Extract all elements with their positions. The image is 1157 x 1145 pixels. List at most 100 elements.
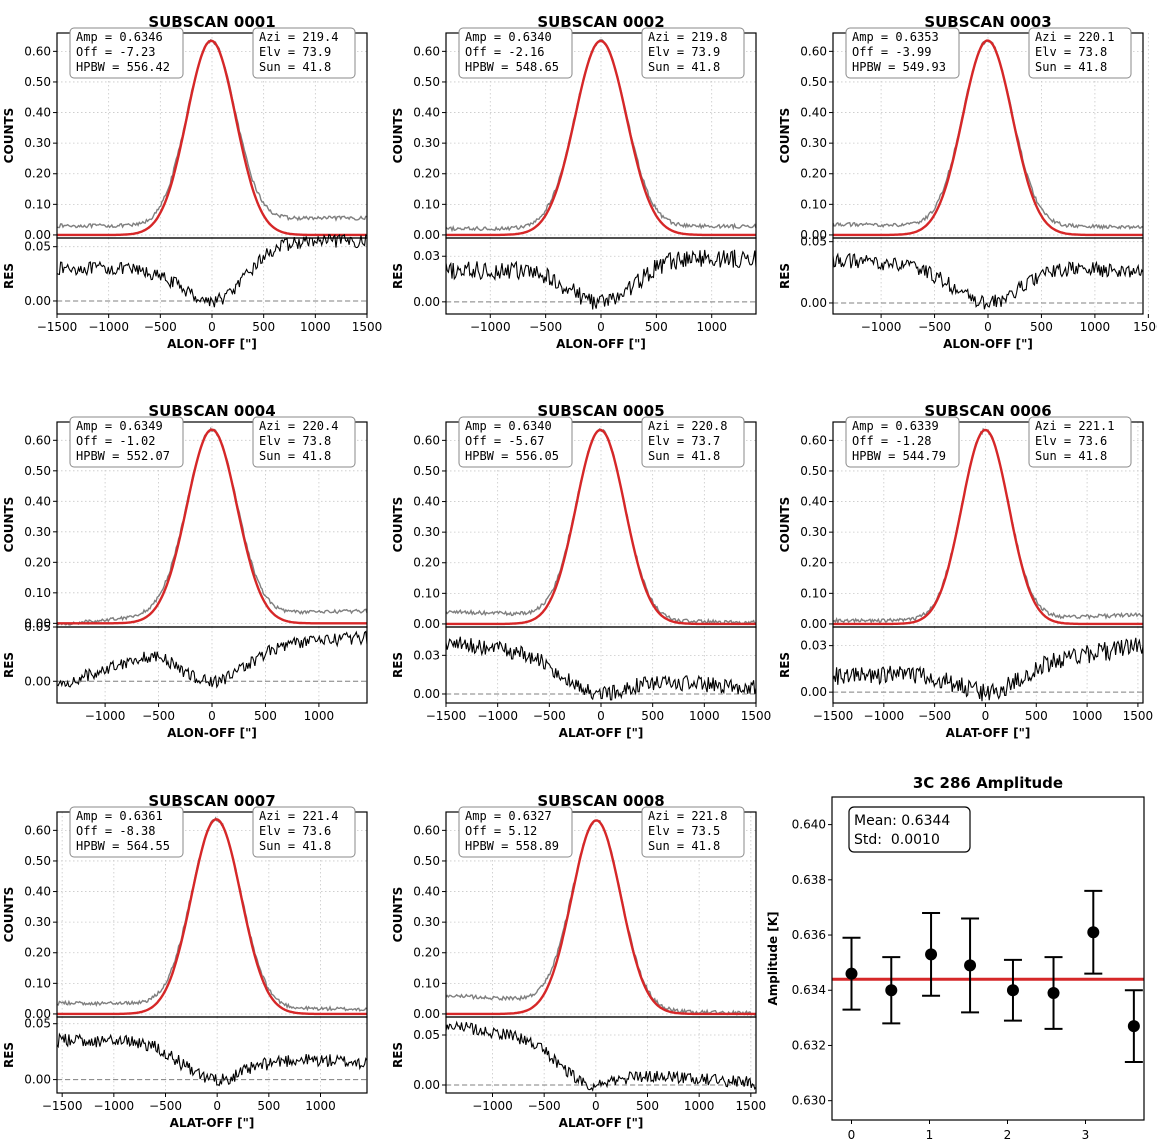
residual-axes-frame — [832, 626, 1144, 704]
fit-hpbw-text: HPBW = 544.79 — [852, 449, 946, 463]
y-tick-label: 0.00 — [413, 687, 440, 701]
fit-amp-text: Amp = 0.6339 — [852, 419, 939, 433]
fit-amp-text: Amp = 0.6340 — [465, 30, 552, 44]
residual-y-axis-label: RES — [391, 652, 405, 678]
sun-distance-text: Sun = 41.8 — [648, 839, 720, 853]
residual-line — [832, 637, 1144, 702]
x-tick-label: 0 — [208, 320, 216, 334]
panel-title: SUBSCAN 0006 — [924, 402, 1051, 420]
y-tick-label: 0.30 — [24, 136, 51, 150]
fit-parameters-box — [458, 27, 573, 79]
y-tick-label: 0.00 — [800, 617, 827, 631]
gaussian-fit-line — [446, 819, 756, 1016]
amplitude-point — [964, 959, 977, 972]
residual-y-axis-label: RES — [778, 652, 792, 678]
subscan-panel: SUBSCAN 0001 0.00 0.10 0.20 0.30 0.40 0.50 0.60… — [2, 13, 382, 351]
y-axis-label: Amplitude [K] — [766, 911, 780, 1005]
elevation-text: Elv = 73.6 — [1035, 434, 1107, 448]
residual-line — [445, 1020, 757, 1092]
y-tick-label: 0.636 — [792, 928, 826, 942]
y-tick-label: 0.50 — [800, 75, 827, 89]
pointing-info-box — [641, 416, 745, 468]
y-tick-label: 0.60 — [800, 433, 827, 447]
elevation-text: Elv = 73.6 — [259, 824, 331, 838]
fit-amp-text: Amp = 0.6340 — [465, 419, 552, 433]
elevation-text: Elv = 73.7 — [648, 434, 720, 448]
y-tick-label: 0.10 — [24, 197, 51, 211]
x-axis-label: ALON-OFF ["] — [167, 726, 257, 740]
y-tick-label: 0.30 — [800, 136, 827, 150]
y-tick-label: 0.20 — [800, 167, 827, 181]
fit-parameters-box — [69, 806, 184, 858]
pointing-info-box — [1028, 27, 1132, 79]
subscan-panel: SUBSCAN 0008 0.00 0.10 0.20 0.30 0.40 0.50 0.60… — [391, 792, 766, 1130]
residual-y-axis-label: RES — [2, 1042, 16, 1068]
amplitude-point — [845, 967, 858, 980]
fit-amp-text: Amp = 0.6327 — [465, 809, 552, 823]
y-tick-label: 0.30 — [413, 525, 440, 539]
elevation-text: Elv = 73.8 — [1035, 45, 1107, 59]
y-tick-label: 0.00 — [800, 296, 827, 310]
fit-hpbw-text: HPBW = 548.65 — [465, 60, 559, 74]
x-tick-label: 3 — [1082, 1128, 1090, 1142]
y-tick-label: 0.634 — [792, 983, 826, 997]
y-tick-label: 0.60 — [24, 433, 51, 447]
y-tick-label: 0.00 — [24, 1007, 51, 1021]
y-axis-label: COUNTS — [2, 108, 16, 164]
y-tick-label: 0.03 — [800, 639, 827, 653]
fit-parameters-box — [458, 806, 573, 858]
amplitude-point — [885, 984, 898, 997]
x-tick-label: −1000 — [470, 320, 511, 334]
residual-line — [56, 1032, 368, 1087]
x-tick-label: 1 — [926, 1128, 934, 1142]
x-tick-label: 0 — [213, 1099, 221, 1113]
y-tick-label: 0.40 — [24, 494, 51, 508]
x-tick-label: 0 — [597, 320, 605, 334]
y-tick-label: 0.40 — [800, 106, 827, 120]
y-tick-label: 0.40 — [413, 495, 440, 509]
x-tick-label: −1000 — [477, 709, 518, 723]
y-tick-label: 0.20 — [24, 167, 51, 181]
x-tick-label: −500 — [918, 320, 951, 334]
y-tick-label: 0.00 — [24, 674, 51, 688]
y-tick-label: 0.00 — [800, 685, 827, 699]
amplitude-point — [1047, 987, 1060, 1000]
y-tick-label: 0.10 — [800, 586, 827, 600]
panel-title: SUBSCAN 0002 — [537, 13, 664, 31]
x-tick-label: 1500 — [1123, 709, 1154, 723]
panel-title: SUBSCAN 0004 — [148, 402, 275, 420]
y-tick-label: 0.30 — [413, 915, 440, 929]
sun-distance-text: Sun = 41.8 — [1035, 60, 1107, 74]
y-tick-label: 0.40 — [413, 885, 440, 899]
x-tick-label: −1000 — [88, 320, 129, 334]
residual-line — [445, 636, 757, 701]
x-tick-label: 500 — [252, 320, 275, 334]
sun-distance-text: Sun = 41.8 — [648, 449, 720, 463]
y-tick-label: 0.60 — [413, 44, 440, 58]
fit-off-text: Off = -1.28 — [852, 434, 931, 448]
y-axis-label: COUNTS — [778, 108, 792, 164]
y-tick-label: 0.10 — [413, 586, 440, 600]
fit-hpbw-text: HPBW = 564.55 — [76, 839, 170, 853]
y-axis-label: COUNTS — [391, 497, 405, 553]
x-tick-label: 500 — [641, 709, 664, 723]
subscan-panel: SUBSCAN 0002 0.00 0.10 0.20 0.30 0.40 0.50 0.60… — [391, 13, 757, 351]
summary-title: 3C 286 Amplitude — [913, 774, 1063, 792]
elevation-text: Elv = 73.5 — [648, 824, 720, 838]
x-tick-label: 1500 — [352, 320, 383, 334]
y-tick-label: 0.00 — [413, 295, 440, 309]
y-tick-label: 0.00 — [413, 1007, 440, 1021]
x-tick-label: −1000 — [85, 709, 126, 723]
x-tick-label: −500 — [142, 709, 175, 723]
fit-hpbw-text: HPBW = 556.05 — [465, 449, 559, 463]
y-tick-label: 0.20 — [24, 555, 51, 569]
azimuth-text: Azi = 219.8 — [648, 30, 727, 44]
x-tick-label: 1500 — [741, 709, 772, 723]
x-tick-label: 500 — [1030, 320, 1053, 334]
gaussian-fit-line — [833, 39, 1143, 237]
y-axis-label: COUNTS — [391, 887, 405, 943]
y-tick-label: 0.05 — [800, 235, 827, 249]
amplitude-point — [925, 948, 938, 961]
y-tick-label: 0.640 — [792, 818, 826, 832]
y-tick-label: 0.00 — [24, 228, 51, 242]
